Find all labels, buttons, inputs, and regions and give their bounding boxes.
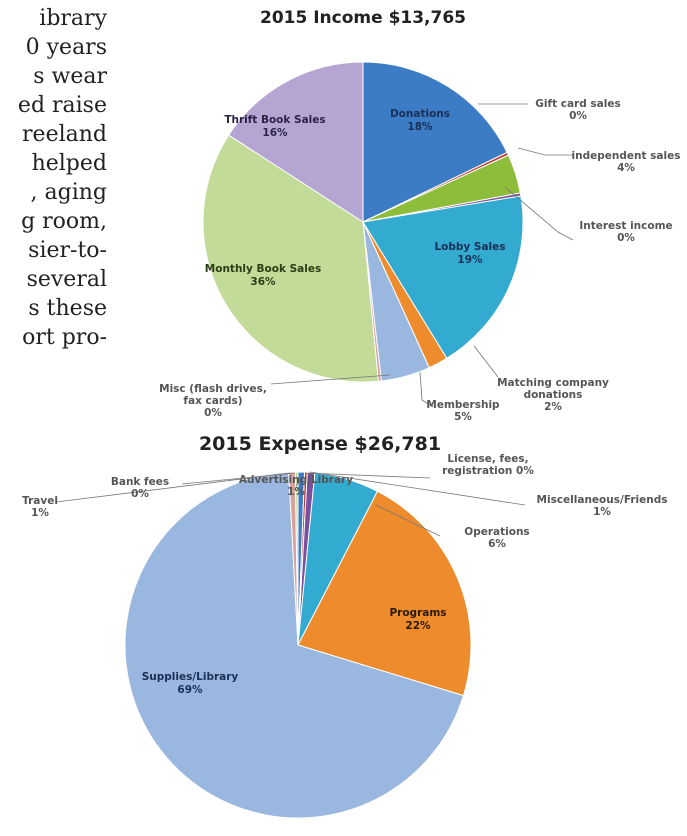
slice-label-gift-card-sales: Gift card sales 0% xyxy=(535,98,620,122)
income-pie xyxy=(202,61,524,383)
pie-slice-programs xyxy=(297,490,472,697)
expense-chart-title: 2015 Expense $26,781 xyxy=(199,433,441,455)
article-line: ibrary xyxy=(39,6,107,31)
article-line: 0 years xyxy=(25,35,107,60)
leader-line-membership xyxy=(419,371,434,408)
leader-line-miscellaneous-friends xyxy=(309,471,526,506)
expense-pie xyxy=(124,471,472,819)
slice-label-misc-flash-drives-fax-cards: Misc (flash drives, fax cards) 0% xyxy=(159,383,267,419)
slice-label-lobby-sales: Lobby Sales 19% xyxy=(434,241,505,266)
article-line: reeland xyxy=(22,122,107,147)
article-line: sier-to- xyxy=(28,238,107,263)
leader-line-travel xyxy=(55,472,291,503)
article-line: several xyxy=(26,267,107,292)
pie-slice-lobby-sales xyxy=(362,195,524,359)
article-line: ed raise xyxy=(17,93,107,118)
slice-label-matching-company-donations: Matching company donations 2% xyxy=(497,377,609,413)
pie-slice-donations xyxy=(362,61,508,223)
slice-label-bank-fees: Bank fees 0% xyxy=(111,476,169,500)
pie-slice-thrift-book-sales xyxy=(227,61,364,223)
article-line: helped xyxy=(31,151,107,176)
article-line: s wear xyxy=(33,64,107,89)
leader-line-bank-fees xyxy=(181,472,296,485)
slice-label-miscellaneous-friends: Miscellaneous/Friends 1% xyxy=(537,494,668,518)
pie-slice-bank-fees xyxy=(294,471,299,646)
leader-line-matching-company-donations xyxy=(473,345,499,378)
leader-line-operations xyxy=(375,504,441,537)
income-chart-title: 2015 Income $13,765 xyxy=(260,8,466,28)
slice-label-license-fees-registration: License, fees, registration 0% xyxy=(442,453,534,477)
slice-label-membership: Membership 5% xyxy=(426,399,500,423)
slice-label-operations: Operations 6% xyxy=(464,526,529,550)
slice-label-supplies-library: Supplies/Library 69% xyxy=(142,671,239,696)
leader-line-advertising-library xyxy=(295,477,302,487)
slice-label-donations: Donations 18% xyxy=(390,108,450,133)
article-line: , aging xyxy=(30,180,107,205)
article-line: g room, xyxy=(21,209,107,234)
leader-line-license-fees-registration xyxy=(304,472,431,479)
pie-slice-supplies-library xyxy=(124,471,465,819)
article-text: ibrary 0 years s wear ed raise reeland h… xyxy=(0,4,107,352)
slice-label-monthly-book-sales: Monthly Book Sales 36% xyxy=(205,263,321,288)
income-labels: Donations 18% Gift card sales 0% independent… xyxy=(159,98,680,423)
slice-label-independent-sales: independent sales 4% xyxy=(572,150,681,174)
slice-label-travel: Travel 1% xyxy=(22,495,58,519)
article-line: s these xyxy=(28,296,107,321)
expense-labels: Advertising/Library 1% License, fees, regis… xyxy=(22,453,667,696)
leader-line-misc-flash-drives-fax-cards xyxy=(270,374,391,385)
leader-line-interest-income xyxy=(504,186,574,241)
slice-label-thrift-book-sales: Thrift Book Sales 16% xyxy=(224,114,325,139)
slice-label-interest-income: Interest income 0% xyxy=(579,220,672,244)
leader-line-independent-sales xyxy=(517,147,573,156)
slice-label-advertising-library: Advertising/Library 1% xyxy=(239,474,353,498)
article-line: ort pro- xyxy=(22,325,107,350)
slice-label-programs: Programs 22% xyxy=(389,607,446,632)
